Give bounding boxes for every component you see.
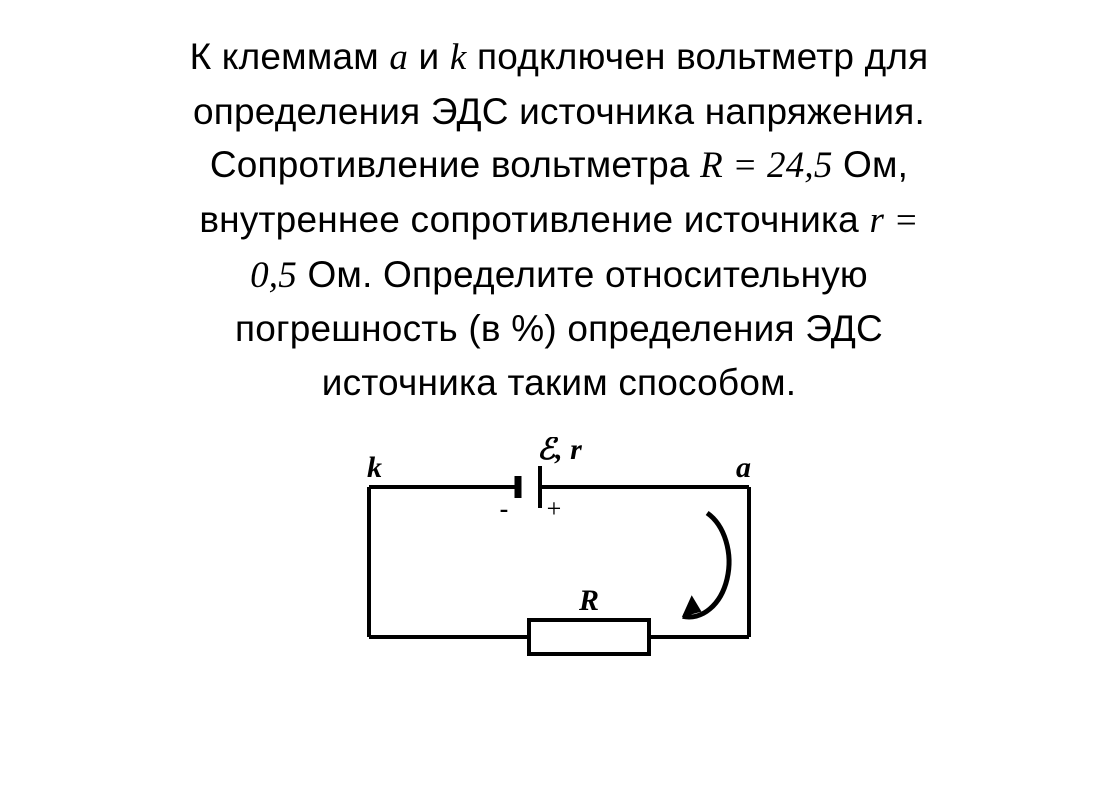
var-a: a [389,37,408,78]
circuit-figure: k a ℰ, r- + R [40,437,1078,697]
text: и [408,36,450,77]
text: Ом, [833,144,909,185]
terminal-k-label: k [367,451,382,484]
text: подключен вольтметр для [467,36,929,77]
plus-label: + [547,494,562,523]
eq-r: r = [869,200,918,241]
text: Ом. Определите относительную [297,254,868,295]
resistor-box [529,620,649,654]
terminal-a-label: a [736,451,751,484]
text: погрешность (в %) определения ЭДС [235,308,883,349]
minus-label: - [500,494,509,523]
text: определения ЭДС источника напряжения. [193,91,925,132]
text: К клеммам [190,36,390,77]
emf-label: ℰ, r [537,437,582,466]
text: Сопротивление вольтметра [210,144,700,185]
eq-R: R = 24,5 [700,145,832,186]
text: источника таким способом. [322,362,796,403]
val-r: 0,5 [250,255,297,296]
text: внутреннее сопротивление источника [199,199,869,240]
problem-text: К клеммам a и k подключен вольтметр для … [40,30,1078,409]
var-k: k [450,37,467,78]
resistor-label: R [578,584,599,617]
